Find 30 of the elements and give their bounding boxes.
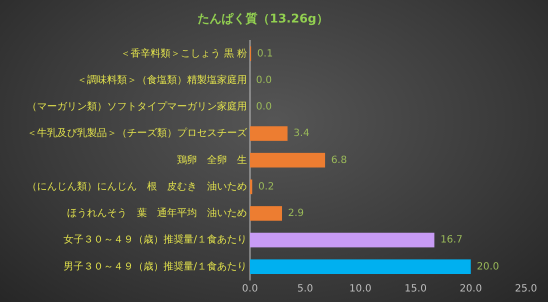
x-tick-label: 15.0 xyxy=(404,284,427,295)
x-tick-label: 25.0 xyxy=(514,284,538,295)
x-tick-label: 10.0 xyxy=(349,284,372,295)
data-label: 16.7 xyxy=(440,234,463,246)
bar xyxy=(250,232,434,248)
x-tick-label: 20.0 xyxy=(460,284,482,295)
data-label: 0.1 xyxy=(257,48,274,60)
bar xyxy=(250,126,288,141)
y-tick-label: 鶏卵 全卵 生 xyxy=(177,154,247,166)
y-tick-label: 女子３０～４９（歳）推奨量/１食あたり xyxy=(64,234,247,246)
bar xyxy=(250,206,282,221)
bar xyxy=(250,259,471,274)
data-label: 3.4 xyxy=(294,128,310,140)
data-label: 20.0 xyxy=(476,261,500,272)
data-label: 0.2 xyxy=(258,181,274,192)
data-label: 6.8 xyxy=(331,154,347,166)
y-tick-label: （マーガリン類）ソフトタイプマーガリン家庭用 xyxy=(27,100,247,113)
x-tick-label: 0.0 xyxy=(242,284,258,295)
data-label: 0.0 xyxy=(256,102,272,113)
y-tick-label: ＜牛乳及び乳製品＞（チーズ類）プロセスチーズ xyxy=(27,127,248,140)
data-label: 2.9 xyxy=(288,208,304,220)
y-tick-label: 男子３０～４９（歳）推奨量/１食あたり xyxy=(64,260,247,272)
y-tick-label: ほうれんそう 葉 通年平均 油いため xyxy=(67,207,247,220)
data-label: 0.0 xyxy=(256,74,272,86)
x-tick-label: 5.0 xyxy=(297,284,314,295)
chart-title: たんぱく質（13.26g） xyxy=(198,11,328,26)
y-tick-label: （にんじん類）にんじん 根 皮むき 油いため xyxy=(27,180,247,192)
bar xyxy=(250,152,326,168)
y-tick-label: ＜香辛料類＞こしょう 黒 粉 xyxy=(120,47,247,60)
y-tick-label: ＜調味料類＞（食塩類）精製塩家庭用 xyxy=(77,74,247,86)
